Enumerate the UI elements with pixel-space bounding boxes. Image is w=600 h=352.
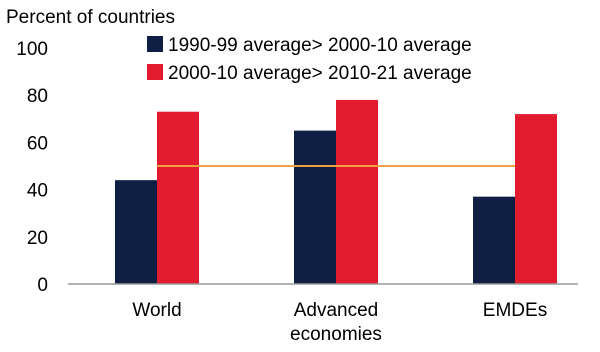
- y-tick-label: 100: [16, 39, 48, 60]
- bar-series2-2: [515, 114, 557, 284]
- legend-label: 1990-99 average> 2000-10 average: [168, 35, 472, 56]
- y-axis-ticks: 0 20 40 60 80 100: [16, 39, 48, 296]
- y-tick-label: 0: [37, 275, 48, 296]
- y-tick-label: 80: [27, 86, 48, 107]
- y-tick-label: 20: [27, 228, 48, 249]
- category-labels: World Advanced economies EMDEs: [132, 300, 547, 345]
- y-axis-title: Percent of countries: [6, 7, 175, 28]
- x-category-label: EMDEs: [483, 300, 547, 321]
- bar-series1-2: [473, 196, 515, 284]
- y-tick-label: 40: [27, 181, 48, 202]
- bar-series2-1: [336, 99, 378, 284]
- legend-swatch: [147, 36, 163, 52]
- y-tick-label: 60: [27, 133, 48, 154]
- legend-label: 2000-10 average> 2010-21 average: [168, 63, 472, 84]
- bar-series1-0: [115, 180, 157, 284]
- legend: 1990-99 average> 2000-10 average 2000-10 …: [147, 35, 472, 84]
- x-category-label: economies: [290, 324, 382, 345]
- x-category-label: World: [132, 300, 181, 321]
- bar-series1-1: [294, 130, 336, 284]
- bar-series2-0: [157, 111, 199, 284]
- bars: [115, 99, 557, 284]
- x-category-label: Advanced: [294, 300, 379, 321]
- legend-swatch: [147, 64, 163, 80]
